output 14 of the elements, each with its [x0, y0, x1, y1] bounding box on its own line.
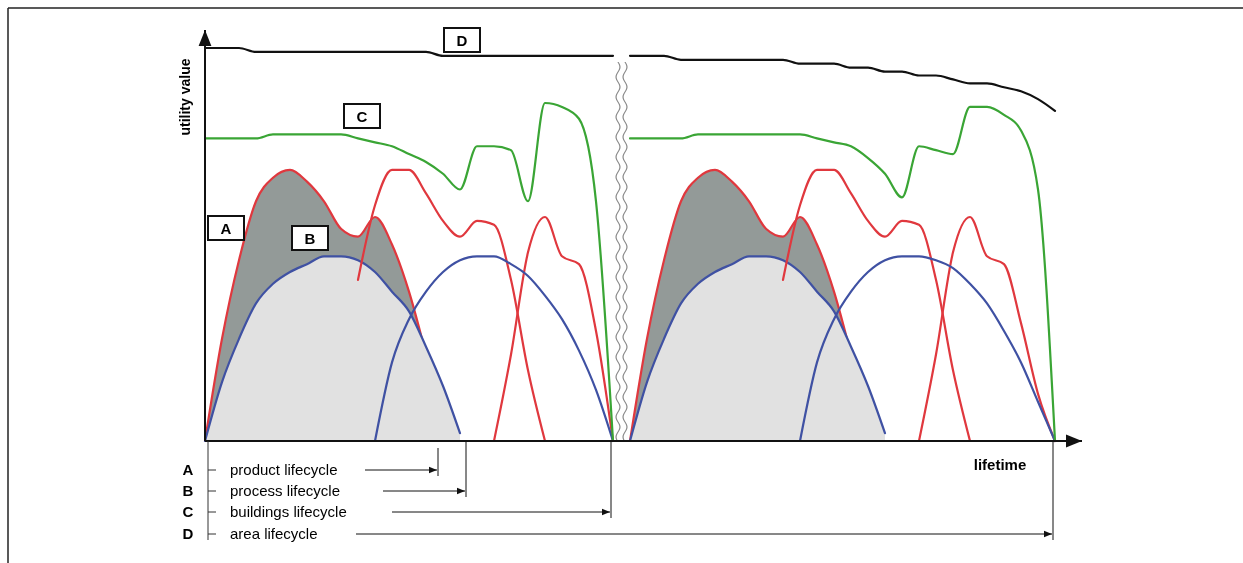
text: product lifecycle — [230, 461, 338, 478]
text: buildings lifecycle — [230, 503, 347, 520]
annotation: C — [356, 108, 368, 125]
annotation: B — [304, 230, 316, 247]
y-axis-title: utility value — [177, 58, 193, 136]
text: A — [182, 461, 194, 478]
x-axis-title: lifetime — [973, 456, 1027, 473]
text: process lifecycle — [230, 482, 341, 499]
annotation: D — [456, 32, 468, 49]
text: area lifecycle — [230, 525, 318, 542]
text: D — [182, 525, 194, 542]
text: C — [182, 503, 194, 520]
annotation: A — [220, 220, 232, 237]
text: B — [182, 482, 194, 499]
